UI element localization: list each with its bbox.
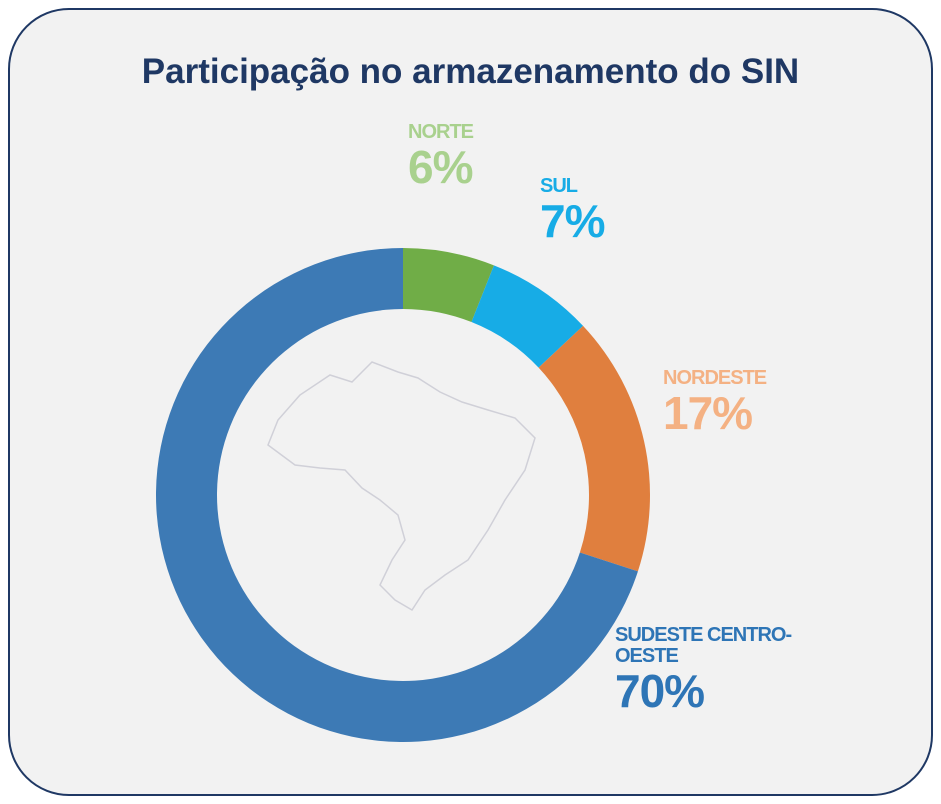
value-label: 7% bbox=[540, 195, 605, 247]
value-label: 6% bbox=[408, 141, 473, 193]
donut-segment bbox=[538, 325, 650, 572]
value-label: 70% bbox=[615, 665, 705, 717]
donut-segment bbox=[403, 248, 494, 323]
segment-label: SUL 7% bbox=[540, 175, 660, 247]
chart-title: Participação no armazenamento do SIN bbox=[141, 52, 800, 91]
category-label: NORTE bbox=[408, 121, 474, 143]
category-label: NORDESTE bbox=[663, 367, 767, 389]
value-label: 17% bbox=[663, 387, 753, 439]
segment-label: NORTE 6% bbox=[408, 121, 528, 193]
map-outline bbox=[267, 361, 536, 612]
segment-label: NORDESTE 17% bbox=[663, 367, 823, 439]
segment-label: SUDESTE CENTRO-OESTE 70% bbox=[615, 624, 830, 717]
category-label: SUL bbox=[540, 175, 578, 197]
donut-segment bbox=[471, 265, 584, 368]
category-label: SUDESTE CENTRO-OESTE bbox=[615, 624, 792, 667]
